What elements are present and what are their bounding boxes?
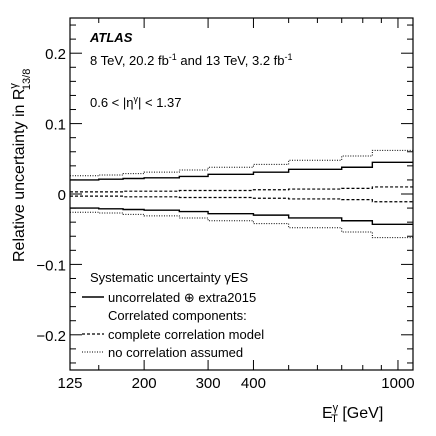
y-tick-label: 0	[58, 187, 66, 204]
legend-subheader: Correlated components:	[108, 308, 247, 323]
x-tick-label: 125	[57, 375, 82, 392]
eta-range-label: 0.6 < |ηγ| < 1.37	[90, 94, 182, 110]
legend-entry-solid: uncorrelated ⊕ extra2015	[108, 290, 256, 305]
series-layer	[70, 149, 413, 239]
y-tick-label: −0.1	[36, 257, 66, 274]
x-tick-label: 1000	[381, 375, 414, 392]
series-dotted-lower-band	[70, 211, 413, 239]
x-tick-label: 400	[241, 375, 266, 392]
x-tick-label: 200	[132, 375, 157, 392]
series-solid-upper-band	[70, 161, 413, 181]
legend-entry-dashed: complete correlation model	[108, 327, 264, 342]
axis-ticks: 125 200 300 400 1000 0.2 0.1 0 −0.1 −0.2	[36, 18, 415, 392]
series-dotted-upper-band	[70, 149, 413, 177]
y-tick-label: 0.2	[45, 46, 66, 63]
x-tick-label: 300	[196, 375, 221, 392]
y-axis-label: Relative uncertainty in Rγ13/8	[8, 69, 33, 262]
series-dashed-upper-band	[70, 186, 413, 193]
legend-entry-dotted: no correlation assumed	[108, 345, 243, 360]
atlas-label: ATLAS	[89, 30, 133, 45]
legend: Systematic uncertainty γES uncorrelated …	[82, 270, 264, 360]
y-tick-label: −0.2	[36, 328, 66, 345]
legend-header: Systematic uncertainty γES	[90, 270, 249, 285]
series-solid-lower-band	[70, 207, 413, 225]
energy-luminosity-label: 8 TeV, 20.2 fb-1 and 13 TeV, 3.2 fb-1	[90, 52, 293, 68]
x-axis-label: Eγ T [GeV]	[322, 402, 383, 425]
y-tick-label: 0.1	[45, 117, 66, 134]
series-dashed-lower-band	[70, 195, 413, 203]
